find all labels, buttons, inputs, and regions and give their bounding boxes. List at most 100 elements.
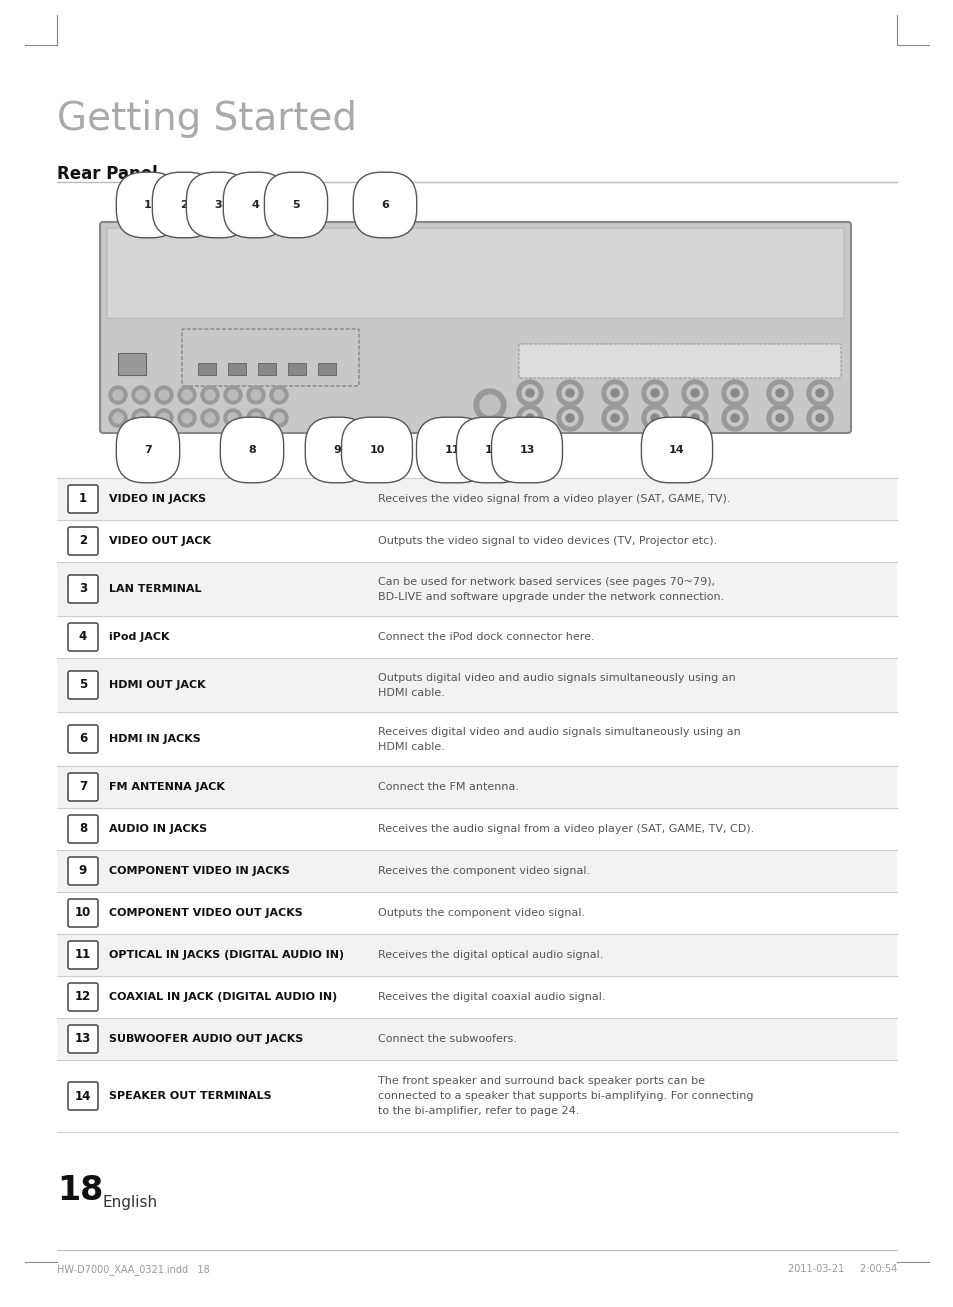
Circle shape bbox=[806, 405, 832, 431]
Circle shape bbox=[205, 389, 214, 400]
Text: to the bi-amplifier, refer to page 24.: to the bi-amplifier, refer to page 24. bbox=[377, 1106, 578, 1116]
Text: Receives the video signal from a video player (SAT, GAME, TV).: Receives the video signal from a video p… bbox=[377, 494, 730, 505]
Circle shape bbox=[228, 389, 237, 400]
Circle shape bbox=[205, 413, 214, 423]
Circle shape bbox=[182, 413, 192, 423]
Circle shape bbox=[646, 386, 662, 401]
Text: Rear Panel: Rear Panel bbox=[57, 165, 157, 183]
Text: iPod JACK: iPod JACK bbox=[109, 633, 170, 642]
Circle shape bbox=[154, 409, 172, 427]
Circle shape bbox=[201, 386, 219, 404]
Circle shape bbox=[178, 409, 195, 427]
FancyBboxPatch shape bbox=[68, 670, 98, 699]
Circle shape bbox=[247, 409, 265, 427]
Text: Connect the subwoofers.: Connect the subwoofers. bbox=[377, 1034, 517, 1044]
Circle shape bbox=[606, 410, 622, 426]
Bar bbox=[57, 478, 896, 520]
Text: 8: 8 bbox=[248, 444, 255, 455]
Circle shape bbox=[606, 386, 622, 401]
Text: SUBWOOFER AUDIO OUT JACKS: SUBWOOFER AUDIO OUT JACKS bbox=[109, 1034, 303, 1044]
Text: COMPONENT VIDEO OUT JACKS: COMPONENT VIDEO OUT JACKS bbox=[109, 908, 302, 918]
Circle shape bbox=[224, 386, 242, 404]
FancyBboxPatch shape bbox=[68, 575, 98, 603]
Bar bbox=[57, 935, 896, 976]
Circle shape bbox=[274, 413, 284, 423]
Text: 14: 14 bbox=[74, 1090, 91, 1103]
Circle shape bbox=[136, 389, 146, 400]
Circle shape bbox=[811, 410, 827, 426]
Text: HDMI IN JACKS: HDMI IN JACKS bbox=[109, 735, 200, 744]
Text: 13: 13 bbox=[518, 444, 534, 455]
Text: VIDEO IN JACKS: VIDEO IN JACKS bbox=[109, 494, 206, 505]
Text: 3: 3 bbox=[79, 583, 87, 596]
Bar bbox=[288, 363, 306, 375]
Circle shape bbox=[686, 386, 702, 401]
Text: 4: 4 bbox=[251, 200, 258, 210]
Text: 7: 7 bbox=[144, 444, 152, 455]
Circle shape bbox=[154, 386, 172, 404]
Text: HDMI cable.: HDMI cable. bbox=[377, 742, 444, 752]
Circle shape bbox=[525, 389, 534, 397]
Text: The front speaker and surround back speaker ports can be: The front speaker and surround back spea… bbox=[377, 1076, 704, 1086]
FancyBboxPatch shape bbox=[68, 816, 98, 843]
Text: Outputs digital video and audio signals simultaneously using an: Outputs digital video and audio signals … bbox=[377, 673, 735, 684]
Circle shape bbox=[561, 410, 578, 426]
Text: 2: 2 bbox=[79, 535, 87, 548]
Text: Connect the FM antenna.: Connect the FM antenna. bbox=[377, 782, 518, 792]
Circle shape bbox=[521, 410, 537, 426]
Text: 3: 3 bbox=[214, 200, 222, 210]
Circle shape bbox=[775, 389, 783, 397]
Text: 10: 10 bbox=[369, 444, 384, 455]
Text: 18: 18 bbox=[57, 1174, 103, 1206]
Circle shape bbox=[201, 409, 219, 427]
Text: English: English bbox=[103, 1195, 158, 1210]
Text: 6: 6 bbox=[79, 732, 87, 745]
Bar bbox=[118, 353, 146, 375]
Circle shape bbox=[112, 389, 123, 400]
Circle shape bbox=[247, 386, 265, 404]
FancyBboxPatch shape bbox=[68, 725, 98, 753]
Text: 1: 1 bbox=[79, 493, 87, 506]
Bar bbox=[57, 766, 896, 808]
Circle shape bbox=[112, 413, 123, 423]
Bar bbox=[317, 363, 335, 375]
Text: 11: 11 bbox=[444, 444, 459, 455]
Bar bbox=[198, 363, 215, 375]
Circle shape bbox=[766, 405, 792, 431]
FancyBboxPatch shape bbox=[518, 344, 841, 378]
Circle shape bbox=[811, 386, 827, 401]
Circle shape bbox=[565, 414, 574, 422]
Text: COAXIAL IN JACK (DIGITAL AUDIO IN): COAXIAL IN JACK (DIGITAL AUDIO IN) bbox=[109, 992, 337, 1002]
Bar bbox=[57, 1018, 896, 1060]
Text: FM ANTENNA JACK: FM ANTENNA JACK bbox=[109, 782, 225, 792]
Text: 5: 5 bbox=[79, 678, 87, 691]
Circle shape bbox=[159, 389, 169, 400]
Text: 12: 12 bbox=[74, 991, 91, 1004]
Circle shape bbox=[610, 414, 618, 422]
Circle shape bbox=[178, 386, 195, 404]
Circle shape bbox=[771, 410, 787, 426]
Circle shape bbox=[641, 405, 667, 431]
FancyBboxPatch shape bbox=[68, 857, 98, 885]
FancyBboxPatch shape bbox=[68, 1025, 98, 1053]
Text: BD-LIVE and software upgrade under the network connection.: BD-LIVE and software upgrade under the n… bbox=[377, 592, 723, 603]
Text: 14: 14 bbox=[668, 444, 684, 455]
Circle shape bbox=[474, 389, 505, 421]
Text: 9: 9 bbox=[333, 444, 340, 455]
Text: VIDEO OUT JACK: VIDEO OUT JACK bbox=[109, 536, 211, 546]
Circle shape bbox=[561, 386, 578, 401]
Circle shape bbox=[109, 409, 127, 427]
Circle shape bbox=[132, 409, 150, 427]
Circle shape bbox=[517, 380, 542, 406]
Circle shape bbox=[775, 414, 783, 422]
Text: 11: 11 bbox=[74, 949, 91, 962]
Circle shape bbox=[721, 405, 747, 431]
FancyBboxPatch shape bbox=[68, 983, 98, 1012]
Text: 2: 2 bbox=[180, 200, 188, 210]
Circle shape bbox=[726, 410, 742, 426]
Bar bbox=[228, 363, 246, 375]
Text: HDMI OUT JACK: HDMI OUT JACK bbox=[109, 680, 206, 690]
Circle shape bbox=[726, 386, 742, 401]
Text: LAN TERMINAL: LAN TERMINAL bbox=[109, 584, 201, 593]
Bar bbox=[257, 363, 275, 375]
